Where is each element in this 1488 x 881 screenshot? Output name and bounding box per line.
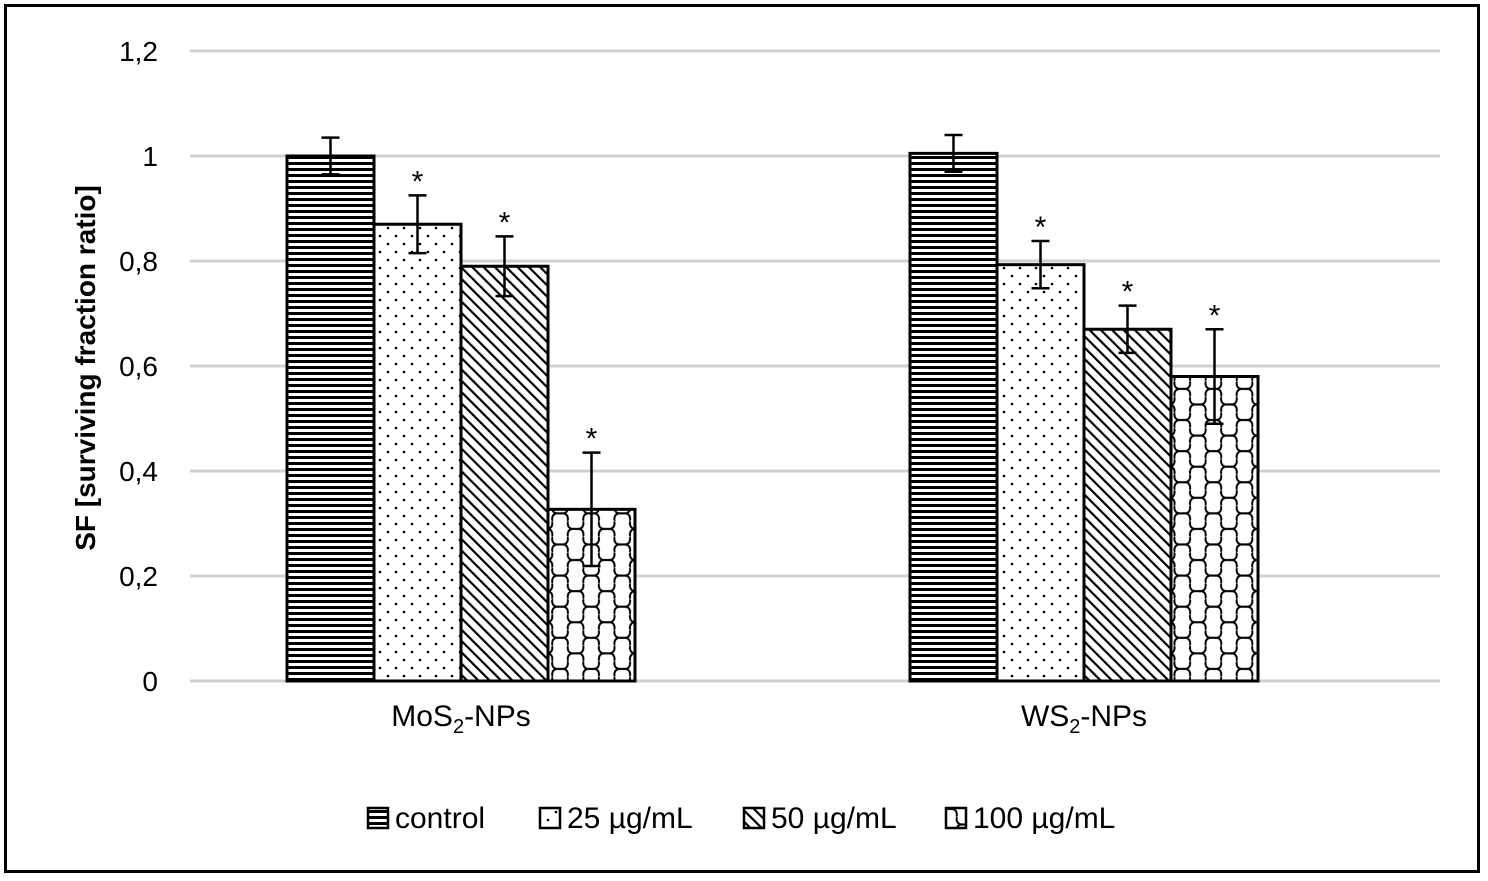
significance-star: * bbox=[499, 206, 511, 239]
bar-horizontal-lines bbox=[285, 154, 376, 683]
y-axis-ticks: 0 0,2 0,4 0,6 0,8 1 1,2 bbox=[119, 36, 158, 697]
error-bar bbox=[495, 235, 514, 298]
bar-dots bbox=[995, 263, 1086, 683]
y-tick-label: 1 bbox=[142, 141, 158, 172]
legend-item: 25 µg/mL bbox=[538, 802, 693, 835]
legend-label: 100 µg/mL bbox=[973, 802, 1115, 835]
error-bar bbox=[1031, 239, 1050, 290]
legend: control 25 µg/mL 50 µg/mL 100 µg/mL bbox=[366, 802, 1115, 835]
bar-wave-grid bbox=[1169, 375, 1260, 683]
legend-label: control bbox=[395, 802, 485, 835]
bar-horizontal-lines bbox=[908, 151, 999, 683]
error-bar bbox=[1118, 304, 1137, 355]
bars bbox=[285, 151, 1260, 683]
legend-swatch bbox=[538, 806, 562, 830]
error-bars bbox=[321, 133, 1224, 568]
y-tick-label: 0,2 bbox=[119, 561, 158, 592]
x-category-label: WS2-NPs bbox=[1021, 700, 1147, 738]
legend-label: 50 µg/mL bbox=[771, 802, 897, 835]
bar-dots bbox=[372, 222, 463, 683]
error-bar bbox=[1205, 328, 1224, 425]
y-tick-label: 1,2 bbox=[119, 36, 158, 67]
significance-star: * bbox=[1035, 211, 1047, 244]
significance-star: * bbox=[1209, 299, 1221, 332]
x-axis-categories: MoS2-NPs WS2-NPs bbox=[391, 700, 1147, 738]
error-bar bbox=[321, 136, 340, 176]
legend-swatch bbox=[944, 806, 968, 830]
significance-star: * bbox=[586, 423, 598, 456]
y-tick-label: 0,6 bbox=[119, 351, 158, 382]
legend-swatch bbox=[366, 806, 390, 830]
y-tick-label: 0,4 bbox=[119, 456, 158, 487]
legend-swatch bbox=[742, 806, 766, 830]
significance-star: * bbox=[412, 165, 424, 198]
legend-item: 50 µg/mL bbox=[742, 802, 897, 835]
legend-label: 25 µg/mL bbox=[567, 802, 693, 835]
bar-diagonal-lines bbox=[1082, 327, 1173, 683]
bar-diagonal-lines bbox=[459, 264, 550, 683]
error-bar bbox=[944, 133, 963, 173]
significance-star: * bbox=[1122, 276, 1134, 309]
significance-markers: * * * * * * bbox=[412, 165, 1221, 455]
error-bar bbox=[408, 194, 427, 255]
error-bar bbox=[582, 451, 601, 568]
legend-item: control bbox=[366, 802, 485, 835]
x-category-label: MoS2-NPs bbox=[391, 700, 530, 738]
y-axis-label: SF [surviving fraction ratio] bbox=[70, 185, 101, 551]
y-tick-label: 0,8 bbox=[119, 246, 158, 277]
legend-item: 100 µg/mL bbox=[944, 802, 1115, 835]
y-tick-label: 0 bbox=[142, 666, 158, 697]
